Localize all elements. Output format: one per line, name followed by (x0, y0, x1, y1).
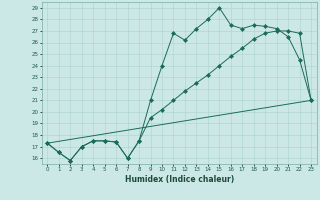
X-axis label: Humidex (Indice chaleur): Humidex (Indice chaleur) (124, 175, 234, 184)
